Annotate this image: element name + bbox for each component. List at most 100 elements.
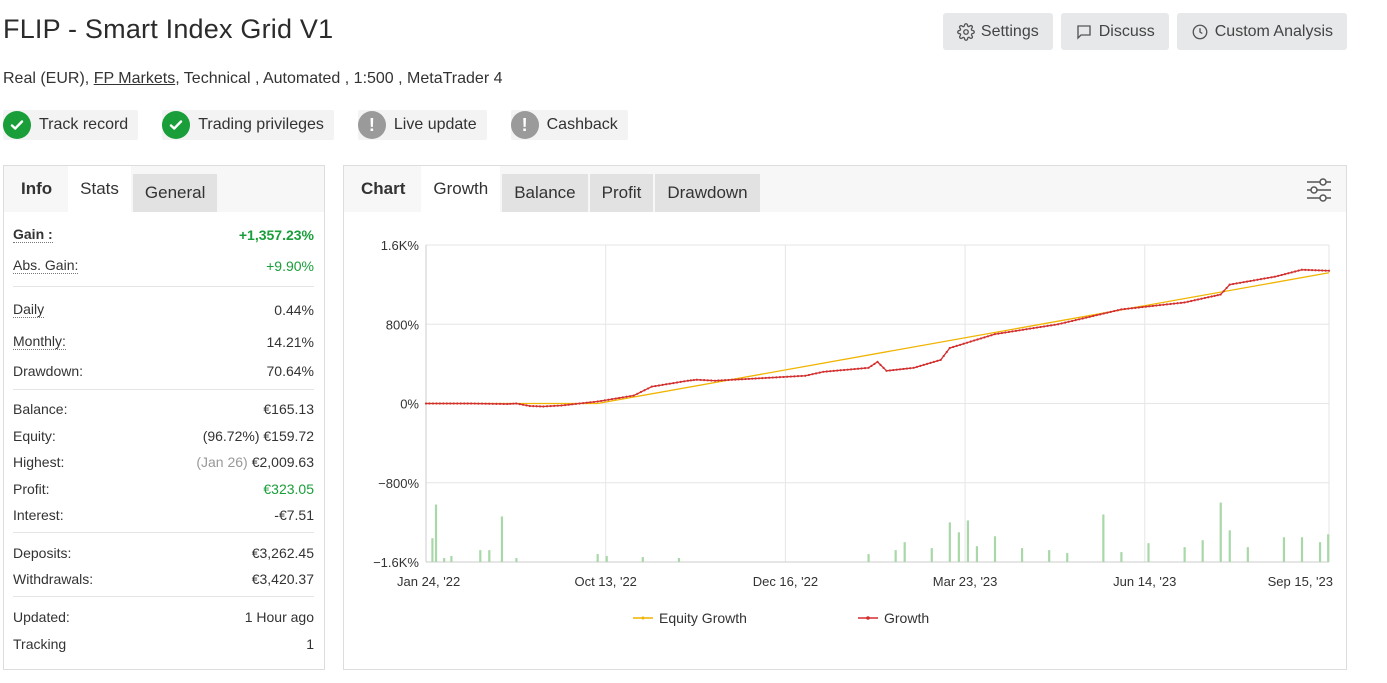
daily-label[interactable]: Daily <box>13 301 45 318</box>
growth-point <box>879 363 882 366</box>
growth-point <box>1158 304 1162 307</box>
growth-point <box>1249 279 1252 283</box>
growth-point <box>1242 281 1245 284</box>
growth-point <box>1021 328 1025 331</box>
growth-point <box>740 378 744 381</box>
growth-point <box>1039 325 1042 329</box>
gain-label[interactable]: Gain : <box>13 226 53 243</box>
x-tick-label: Dec 16, '22 <box>753 574 818 589</box>
growth-point <box>502 402 505 406</box>
growth-point <box>888 369 892 372</box>
growth-point <box>672 381 675 385</box>
growth-point <box>495 402 498 405</box>
growth-point <box>710 379 713 382</box>
growth-point <box>463 402 466 405</box>
growth-point <box>1179 301 1183 304</box>
growth-point <box>1287 272 1290 275</box>
chart-tabs: Chart Growth Balance Profit Drawdown <box>344 166 1346 212</box>
y-tick-label: 1.6K% <box>381 238 420 253</box>
growth-point <box>1099 313 1102 316</box>
growth-point <box>532 405 535 408</box>
discuss-button[interactable]: Discuss <box>1060 13 1169 50</box>
tab-chart[interactable]: Chart <box>361 179 406 198</box>
highest-label: Highest: <box>13 454 65 470</box>
growth-point <box>480 402 484 405</box>
growth-point <box>632 394 635 397</box>
growth-point <box>942 354 945 358</box>
growth-point <box>850 368 853 371</box>
deposits-value: €3,262.45 <box>251 544 314 561</box>
balance-value: €165.13 <box>263 401 314 417</box>
growth-point <box>778 376 782 379</box>
growth-point <box>1011 330 1014 333</box>
tab-info[interactable]: Info <box>21 179 53 198</box>
abs-gain-label[interactable]: Abs. Gain: <box>13 257 79 274</box>
growth-point <box>647 387 650 390</box>
growth-point <box>882 366 885 369</box>
volume-bar <box>1020 548 1024 562</box>
tab-general[interactable]: General <box>132 174 218 212</box>
growth-point <box>661 383 664 386</box>
monthly-label[interactable]: Monthly: <box>13 333 66 350</box>
growth-point <box>1004 331 1007 334</box>
growth-point <box>686 379 689 382</box>
growth-point <box>1259 278 1263 281</box>
badge-live-update: ! Live update <box>357 110 487 140</box>
growth-point <box>948 346 951 350</box>
growth-point <box>1238 281 1242 284</box>
growth-point <box>484 402 487 405</box>
growth-point <box>873 362 876 365</box>
growth-point <box>1102 312 1105 315</box>
stats-tabs: Info Stats General <box>4 166 324 212</box>
growth-point <box>983 336 986 339</box>
tab-drawdown[interactable]: Drawdown <box>655 174 760 212</box>
growth-point <box>1165 303 1169 306</box>
highest-value: €2,009.63 <box>251 454 314 470</box>
volume-bar <box>596 554 599 562</box>
volume-bar <box>443 558 446 562</box>
volume-bar <box>1282 537 1286 562</box>
volume-bar <box>1318 542 1322 562</box>
growth-point <box>589 401 592 404</box>
growth-point <box>545 405 549 408</box>
growth-line <box>426 269 1330 408</box>
growth-point <box>665 383 668 386</box>
tab-stats[interactable]: Stats <box>68 166 131 212</box>
account-subtitle: Real (EUR), FP Markets, Technical , Auto… <box>3 70 502 88</box>
growth-point <box>628 395 632 398</box>
growth-point <box>592 400 596 404</box>
growth-point <box>442 402 445 405</box>
growth-point <box>730 378 733 381</box>
volume-bar <box>1246 547 1249 562</box>
growth-point <box>1120 308 1123 311</box>
growth-point <box>1053 323 1056 326</box>
growth-point <box>1232 282 1235 286</box>
growth-point <box>860 367 863 370</box>
growth-point <box>993 333 996 336</box>
growth-point <box>1186 300 1190 303</box>
tab-balance[interactable]: Balance <box>502 174 588 212</box>
broker-link[interactable]: FP Markets <box>93 70 176 87</box>
custom-analysis-button[interactable]: Custom Analysis <box>1176 13 1347 50</box>
growth-point <box>1213 294 1216 297</box>
sliders-icon[interactable] <box>1306 178 1332 207</box>
volume-bar <box>1183 547 1186 562</box>
growth-point <box>560 404 563 407</box>
growth-point <box>498 402 502 405</box>
growth-point <box>966 341 969 344</box>
growth-point <box>1172 302 1176 305</box>
growth-point <box>936 359 939 363</box>
tab-growth[interactable]: Growth <box>421 166 501 212</box>
growth-point <box>898 368 902 371</box>
growth-point <box>744 377 747 381</box>
growth-point <box>506 402 509 406</box>
growth-point <box>1148 305 1151 308</box>
tab-profit[interactable]: Profit <box>589 174 654 212</box>
growth-point <box>932 360 936 363</box>
growth-point <box>867 366 870 369</box>
growth-point <box>1200 297 1203 300</box>
growth-point <box>668 382 671 385</box>
settings-button[interactable]: Settings <box>942 13 1053 50</box>
highest-date: (Jan 26) <box>196 454 248 470</box>
growth-point <box>549 404 552 408</box>
